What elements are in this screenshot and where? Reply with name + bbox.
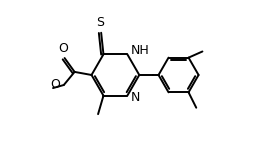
- Text: S: S: [96, 16, 104, 29]
- Text: NH: NH: [131, 44, 150, 57]
- Text: O: O: [58, 42, 68, 55]
- Text: N: N: [130, 92, 140, 104]
- Text: O: O: [50, 78, 60, 92]
